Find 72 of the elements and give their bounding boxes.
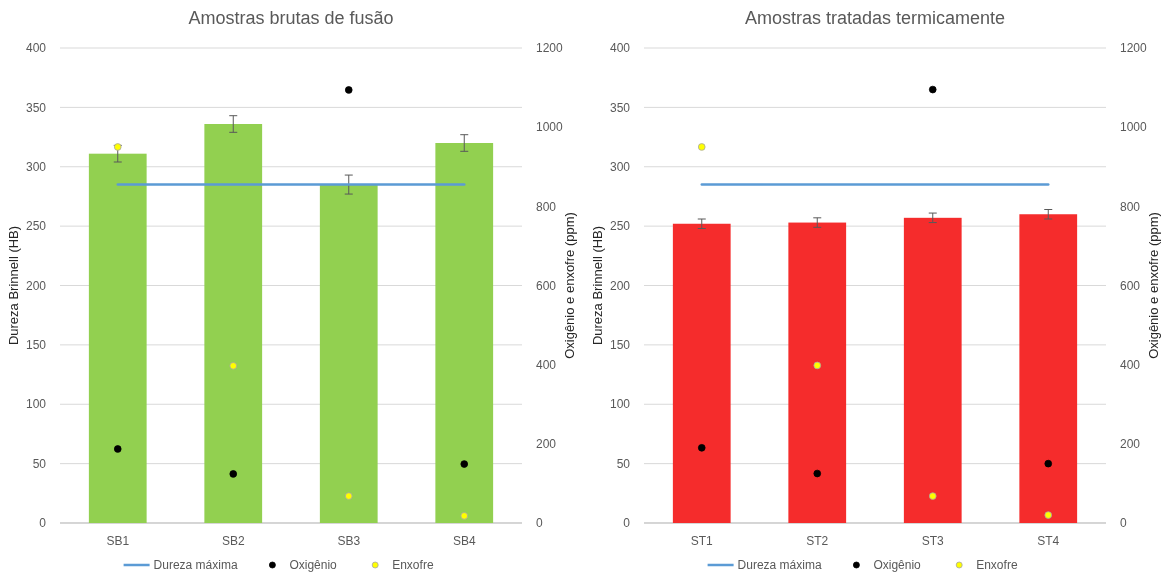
y2-tick-label: 1000 bbox=[1120, 120, 1148, 135]
legend-label: Oxigênio bbox=[873, 558, 922, 572]
y-tick-label: 300 bbox=[609, 159, 631, 174]
y2-tick-label: 600 bbox=[536, 278, 557, 293]
x-tick-label: ST2 bbox=[806, 534, 829, 548]
legend-label: Dureza máxima bbox=[153, 558, 238, 572]
y-tick-label: 100 bbox=[25, 397, 47, 412]
point bbox=[229, 362, 238, 370]
bar bbox=[88, 153, 147, 523]
point bbox=[813, 361, 822, 370]
x-tick-label: ST3 bbox=[921, 534, 945, 548]
y-tick-label: 50 bbox=[616, 456, 631, 471]
x-tick-label: SB2 bbox=[221, 534, 245, 548]
x-tick-label: SB3 bbox=[337, 534, 361, 548]
y-axis-title: Dureza Brinnell (HB) bbox=[590, 225, 605, 346]
point bbox=[460, 460, 469, 468]
x-tick-label: SB1 bbox=[106, 534, 130, 548]
y-axis-title: Dureza Brinnell (HB) bbox=[6, 225, 21, 346]
point bbox=[344, 492, 353, 500]
chart-title: Amostras brutas de fusão bbox=[188, 8, 394, 28]
y2-tick-label: 1000 bbox=[536, 120, 564, 135]
y2-tick-label: 400 bbox=[1120, 357, 1141, 372]
y2-tick-label: 0 bbox=[1120, 516, 1127, 531]
point bbox=[928, 492, 937, 500]
y-tick-label: 200 bbox=[609, 278, 631, 293]
y-tick-label: 400 bbox=[25, 41, 47, 56]
y-tick-label: 300 bbox=[25, 159, 47, 174]
y2-tick-label: 600 bbox=[1120, 278, 1141, 293]
y2-tick-label: 200 bbox=[536, 437, 557, 452]
y2-tick-label: 1200 bbox=[536, 41, 564, 56]
point bbox=[697, 444, 706, 452]
x-tick-label: ST4 bbox=[1037, 534, 1060, 548]
y2-tick-label: 0 bbox=[536, 516, 543, 531]
y2-axis-title: Oxigênio e enxofre (ppm) bbox=[562, 212, 577, 359]
legend-label: Enxofre bbox=[392, 558, 434, 572]
point bbox=[697, 143, 706, 151]
bar bbox=[319, 184, 378, 523]
y-tick-label: 350 bbox=[25, 100, 47, 115]
legend-label: Dureza máxima bbox=[737, 558, 822, 572]
y-tick-label: 150 bbox=[25, 338, 47, 353]
y-tick-label: 0 bbox=[623, 516, 631, 531]
point bbox=[1044, 459, 1053, 468]
point bbox=[460, 512, 469, 520]
bar bbox=[435, 143, 494, 523]
y-tick-label: 400 bbox=[609, 41, 631, 56]
y2-tick-label: 800 bbox=[1120, 199, 1141, 214]
point bbox=[344, 86, 353, 94]
y-tick-label: 50 bbox=[32, 456, 47, 471]
y-tick-label: 100 bbox=[609, 397, 631, 412]
x-tick-label: SB4 bbox=[452, 534, 476, 548]
point bbox=[813, 469, 822, 478]
point bbox=[113, 445, 122, 453]
point bbox=[928, 85, 937, 94]
y-tick-label: 250 bbox=[609, 219, 631, 234]
x-tick-label: ST1 bbox=[690, 534, 714, 548]
y-tick-label: 250 bbox=[25, 219, 47, 234]
y2-tick-label: 800 bbox=[536, 199, 557, 214]
y-tick-label: 350 bbox=[609, 100, 631, 115]
bar bbox=[204, 124, 263, 523]
legend-label: Oxigênio bbox=[289, 558, 338, 572]
y2-axis-title: Oxigênio e enxofre (ppm) bbox=[1146, 212, 1161, 359]
legend-label: Enxofre bbox=[976, 558, 1018, 572]
y2-tick-label: 1200 bbox=[1120, 41, 1148, 56]
point bbox=[113, 143, 122, 151]
chart-title: Amostras tratadas termicamente bbox=[744, 8, 1006, 28]
y2-tick-label: 400 bbox=[536, 357, 557, 372]
y-tick-label: 0 bbox=[39, 516, 47, 531]
y-tick-label: 200 bbox=[25, 278, 47, 293]
y2-tick-label: 200 bbox=[1120, 437, 1141, 452]
point bbox=[1044, 511, 1053, 519]
point bbox=[229, 470, 238, 478]
y-tick-label: 150 bbox=[609, 338, 631, 353]
